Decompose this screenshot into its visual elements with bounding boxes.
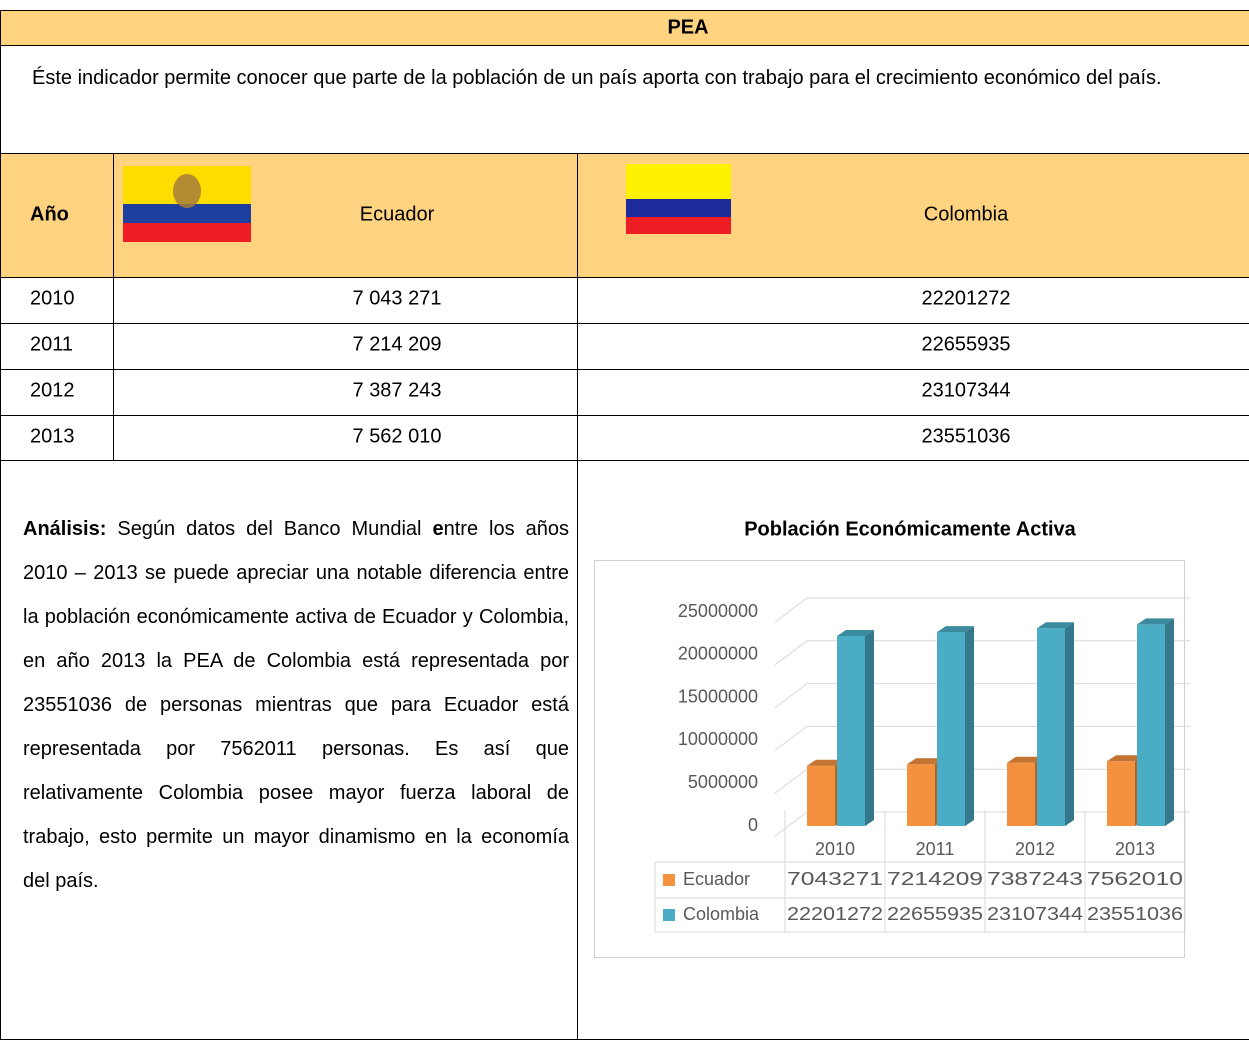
year: 2010 xyxy=(30,287,75,310)
y-tick-label: 20000000 xyxy=(678,644,758,664)
y-tick-label: 15000000 xyxy=(678,686,758,706)
bar-front xyxy=(937,632,965,826)
y-tick-label: 5000000 xyxy=(688,772,758,792)
data-table-value: 7214209 xyxy=(887,869,983,889)
legend-label: Ecuador xyxy=(683,869,750,889)
chart: Población Económicamente Activa 0 5000000… xyxy=(654,518,1190,933)
data-table-value: 23107344 xyxy=(987,904,1083,924)
column-header: Año xyxy=(30,203,69,226)
analysis-text: e xyxy=(432,518,444,540)
colombia-flag xyxy=(626,164,731,234)
bar-front xyxy=(1107,761,1135,826)
grid-line xyxy=(774,768,808,794)
colombia-value: 23551036 xyxy=(921,425,1011,448)
chart-title: Población Económicamente Activa xyxy=(744,518,1076,540)
bar-side xyxy=(1165,618,1174,826)
bar-top xyxy=(807,759,844,766)
y-tick-label: 25000000 xyxy=(678,601,758,621)
grid-line xyxy=(774,597,808,623)
x-tick-label: 2012 xyxy=(1015,839,1055,859)
year: 2013 xyxy=(30,425,75,448)
ecuador-value: 7 214 209 xyxy=(352,333,442,356)
column-header: Colombia xyxy=(923,203,1009,226)
data-table-value: 7562010 xyxy=(1087,869,1183,889)
bar xyxy=(1137,618,1174,826)
y-tick-label: 10000000 xyxy=(678,729,758,749)
data-table-value: 22201272 xyxy=(787,904,883,924)
grid-line xyxy=(774,640,808,666)
bar-side xyxy=(1065,622,1074,826)
bar-front xyxy=(807,765,835,826)
x-tick-label: 2013 xyxy=(1115,839,1155,859)
legend-swatch xyxy=(663,874,675,886)
ecuador-flag xyxy=(123,166,251,242)
analysis-text: Según datos del Banco Mundial xyxy=(106,518,433,540)
data-table-value: 7387243 xyxy=(987,869,1083,889)
data-table-value: 22655935 xyxy=(887,904,983,924)
page: PEA Éste indicador permite conocer que p… xyxy=(0,10,1249,1040)
bar-top xyxy=(907,758,944,765)
bar-top xyxy=(937,626,974,633)
bar xyxy=(837,629,874,826)
ecuador-value: 7 043 271 xyxy=(352,287,442,310)
analysis: Análisis: Según datos del Banco Mundial … xyxy=(23,507,569,903)
x-tick-label: 2011 xyxy=(916,839,955,859)
bar-front xyxy=(907,764,935,826)
ecuador-value: 7 562 010 xyxy=(352,425,442,448)
data-table-value: 7043271 xyxy=(787,869,883,889)
bar-side xyxy=(965,626,974,826)
ecuador-value: 7 387 243 xyxy=(352,379,442,402)
bar-front xyxy=(1037,628,1065,826)
bar-top xyxy=(1107,755,1144,762)
title-cell xyxy=(0,10,1249,46)
header-cell xyxy=(0,153,114,278)
bar-top xyxy=(1037,622,1074,629)
colombia-value: 23107344 xyxy=(921,379,1011,402)
grid-line xyxy=(774,811,808,837)
year: 2012 xyxy=(30,379,75,402)
bar-front xyxy=(1137,624,1165,826)
chart-frame xyxy=(594,560,1185,958)
grid-line xyxy=(774,683,808,708)
bar-side xyxy=(865,629,874,826)
legend-swatch xyxy=(663,909,675,921)
bar-front xyxy=(1007,762,1035,826)
colombia-value: 22655935 xyxy=(921,333,1011,356)
bar xyxy=(937,626,974,826)
analysis-text: Análisis: xyxy=(23,518,107,540)
bar-top xyxy=(837,629,874,636)
bar-top xyxy=(1137,618,1174,625)
description: Éste indicador permite conocer que parte… xyxy=(32,67,1162,89)
y-tick-label: 0 xyxy=(748,815,758,835)
x-tick-label: 2010 xyxy=(815,839,855,859)
bar-top xyxy=(1007,756,1044,763)
year: 2011 xyxy=(30,333,74,356)
title: PEA xyxy=(667,16,709,39)
data-table-value: 23551036 xyxy=(1087,904,1183,924)
analysis-text: ntre los años 2010 – 2013 se puede aprec… xyxy=(23,518,569,892)
column-header: Ecuador xyxy=(359,203,435,226)
colombia-value: 22201272 xyxy=(921,287,1011,310)
grid-line xyxy=(774,726,808,751)
legend-label: Colombia xyxy=(683,904,760,924)
bar-front xyxy=(837,635,865,826)
bar xyxy=(1037,622,1074,826)
